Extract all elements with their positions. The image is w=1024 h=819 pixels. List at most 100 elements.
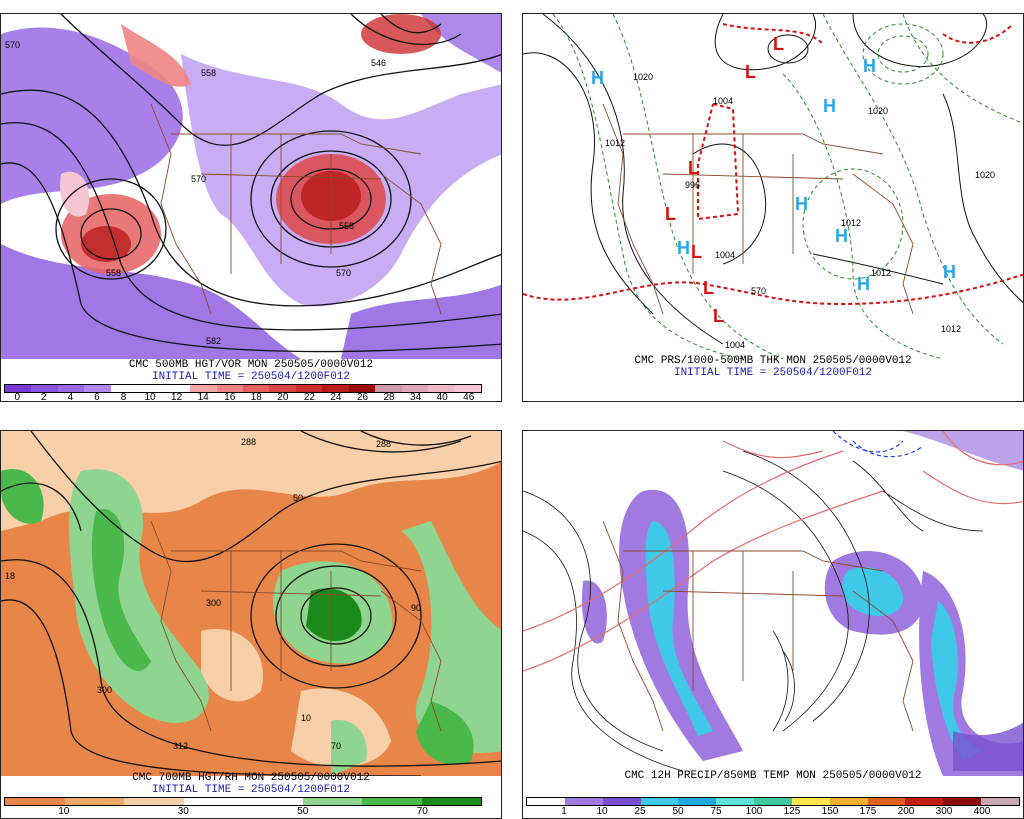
legend-label: 300 [935, 806, 953, 817]
contour-label: 18 [5, 571, 15, 581]
low-pressure-marker: L [713, 306, 724, 326]
legend-swatch [527, 798, 565, 805]
legend-label: 30 [177, 806, 189, 817]
contour-label: 288 [376, 439, 391, 449]
legend-swatch [295, 385, 323, 392]
contour-label: 70 [331, 741, 341, 751]
legend-swatch [829, 798, 868, 805]
panel-title: CMC 500MB HGT/VOR MON 250505/0000V012 [128, 359, 374, 371]
legend-label: 10 [596, 806, 608, 817]
legend-label: 175 [859, 806, 877, 817]
contour-label: 558 [201, 68, 216, 78]
contour-label: 558 [339, 221, 354, 231]
precip-legend-bar [526, 797, 1020, 806]
legend-swatch [375, 385, 402, 392]
legend-swatch [242, 385, 270, 392]
legend-swatch [64, 798, 124, 805]
legend-label: 125 [783, 806, 801, 817]
legend-label: 6 [94, 392, 100, 402]
legend-swatch [190, 385, 217, 392]
legend-label: 25 [634, 806, 646, 817]
legend-label: 12 [171, 392, 183, 402]
contour-label: 558 [106, 268, 121, 278]
legend-swatch [867, 798, 906, 805]
low-pressure-marker: L [703, 278, 714, 298]
high-pressure-marker: H [857, 274, 870, 294]
legend-label: 0 [14, 392, 21, 402]
legend-swatch [348, 385, 376, 392]
legend-label: 4 [67, 392, 74, 402]
legend-label: 34 [410, 392, 422, 402]
initial-time: INITIAL TIME = 250504/1200F012 [151, 371, 351, 383]
isobar-label: 1012 [871, 268, 891, 278]
legend-swatch [754, 798, 792, 805]
legend-label: 2 [41, 392, 47, 402]
legend-swatch [428, 385, 455, 392]
legend-label: 22 [303, 392, 315, 402]
panel-title: CMC 12H PRECIP/850MB TEMP MON 250505/000… [624, 770, 922, 782]
contour-label: 582 [206, 336, 221, 346]
contour-label: 570 [5, 40, 20, 50]
legend-swatch [57, 385, 85, 392]
legend-swatch [362, 798, 422, 805]
legend-label: 26 [356, 392, 369, 402]
isobar-label: 1004 [713, 96, 733, 106]
high-pressure-marker: H [591, 68, 604, 88]
humidity-legend-labels: 1030507090 [1, 806, 501, 818]
low-pressure-marker: L [665, 204, 676, 224]
legend-swatch [716, 798, 755, 805]
isobar-label: 570 [751, 286, 766, 296]
low-pressure-marker: L [773, 34, 784, 54]
isobar-label: 1012 [841, 218, 861, 228]
legend-label: 40 [436, 392, 448, 402]
legend-label: 24 [330, 392, 342, 402]
legend-swatch [5, 798, 65, 805]
panel-title: CMC PRS/1000-500MB THK MON 250505/0000V0… [634, 355, 912, 367]
contour-label: 312 [173, 741, 188, 751]
isobar-label: 1012 [605, 138, 625, 148]
isobar-label: 996 [685, 180, 700, 190]
panel-precip-850mb-temp: CMC 12H PRECIP/850MB TEMP MON 250505/000… [522, 430, 1024, 819]
contour-label: 300 [206, 598, 221, 608]
legend-swatch [269, 385, 296, 392]
legend-label: 20 [277, 392, 289, 402]
contour-label: 288 [241, 437, 256, 447]
legend-swatch [31, 385, 58, 392]
legend-label: 10 [144, 392, 156, 402]
pressure-thickness-map: H H H H H H H H L L L L L L L 1020 1012 … [523, 14, 1023, 359]
isobar-label: 1020 [975, 170, 995, 180]
legend-label: 100 [745, 806, 763, 817]
contour-label: 300 [97, 685, 112, 695]
high-pressure-marker: H [835, 226, 848, 246]
legend-label: 70 [416, 806, 428, 817]
legend-label: 1 [561, 806, 567, 817]
precip-legend-labels: 1 10 25 50 75 100 125 150 175 200 300 400 [523, 806, 1023, 818]
precipitation-map [523, 431, 1023, 776]
high-pressure-marker: H [823, 96, 836, 116]
legend-swatch [905, 798, 944, 805]
legend-swatch [943, 798, 982, 805]
legend-swatch [243, 798, 303, 805]
contour-label: 570 [191, 174, 206, 184]
isobar-label: 1020 [868, 106, 888, 116]
low-pressure-marker: L [688, 158, 699, 178]
vorticity-legend-labels: 0 2 4 6 8 10 12 14 16 18 20 22 24 26 28 34 40 46 [1, 392, 501, 402]
legend-label: 10 [58, 806, 70, 817]
legend-label: 150 [821, 806, 839, 817]
high-pressure-marker: H [863, 56, 876, 76]
panel-title: CMC 700MB HGT/RH MON 250505/0000V012 [132, 772, 370, 784]
isobar-label: 1004 [725, 340, 745, 350]
low-pressure-marker: L [745, 62, 756, 82]
isobar-label: 1012 [941, 324, 961, 334]
legend-label: 400 [973, 806, 991, 817]
panel-500mb-hgt-vor: 558 546 570 558 570 582 558 570 CMC 500M… [0, 13, 502, 402]
vorticity-legend-bar [4, 384, 482, 393]
isobar-label: 1004 [715, 250, 735, 260]
high-pressure-marker: H [795, 194, 808, 214]
vorticity-map: 558 546 570 558 570 582 558 570 [1, 14, 501, 359]
contour-label: 50 [293, 493, 303, 503]
contour-label: 10 [301, 713, 311, 723]
legend-swatch [124, 798, 184, 805]
legend-label: 75 [710, 806, 722, 817]
legend-label: 16 [224, 392, 236, 402]
